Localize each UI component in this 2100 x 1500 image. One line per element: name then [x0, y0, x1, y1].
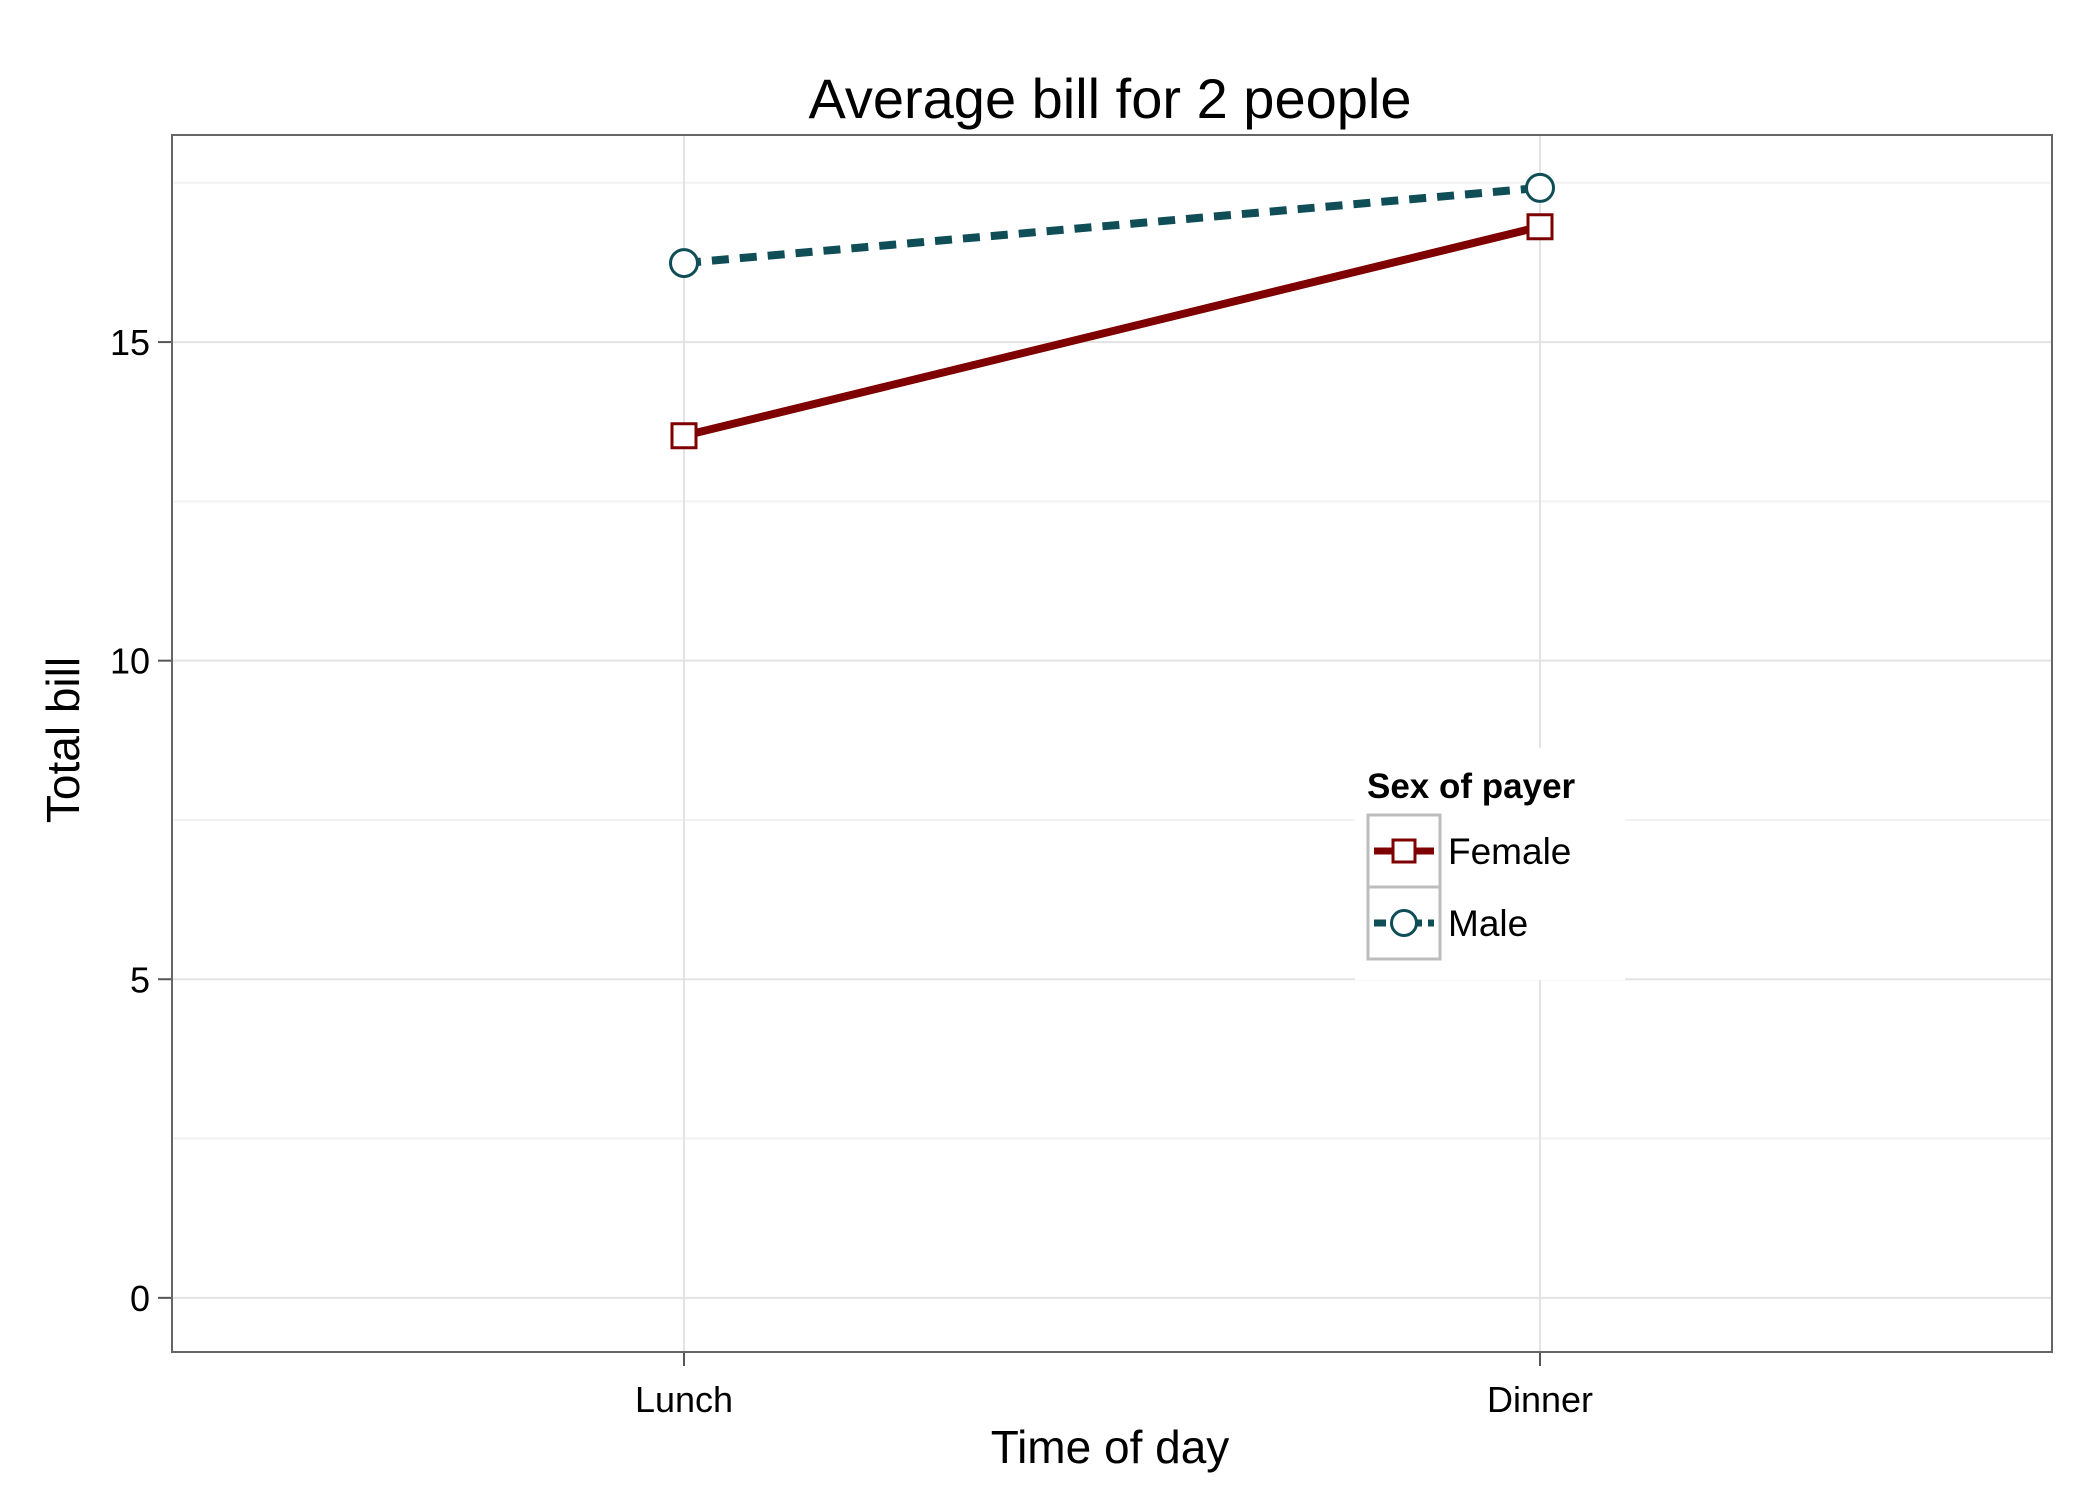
legend-label: Male	[1448, 903, 1528, 944]
y-tick-label: 5	[130, 959, 150, 1000]
y-axis-title: Total bill	[37, 657, 89, 823]
data-point-female	[670, 422, 698, 450]
plot-panel	[172, 135, 2052, 1352]
series-line-female	[683, 222, 1541, 440]
chart-title: Average bill for 2 people	[809, 67, 1412, 130]
legend: Sex of payer Female Male	[1355, 748, 1625, 980]
data-point-female	[1526, 213, 1554, 241]
legend-key-marker	[1391, 838, 1417, 864]
x-axis-title: Time of day	[991, 1421, 1230, 1473]
plot-border	[171, 134, 2053, 1353]
y-tick-label: 0	[130, 1278, 150, 1319]
y-tick-label: 10	[110, 641, 150, 682]
legend-label: Female	[1448, 831, 1571, 872]
x-tick-label: Dinner	[1487, 1379, 1593, 1420]
data-point-male	[1525, 172, 1555, 203]
x-tick-label: Lunch	[635, 1379, 733, 1420]
data-point-male	[669, 248, 699, 279]
y-tick-label: 15	[110, 322, 150, 363]
legend-title: Sex of payer	[1367, 767, 1576, 806]
legend-key-marker	[1390, 909, 1418, 937]
plot-area: 0 5 10 15 Lunch Dinner	[110, 134, 2053, 1420]
series-line-male	[683, 183, 1541, 268]
